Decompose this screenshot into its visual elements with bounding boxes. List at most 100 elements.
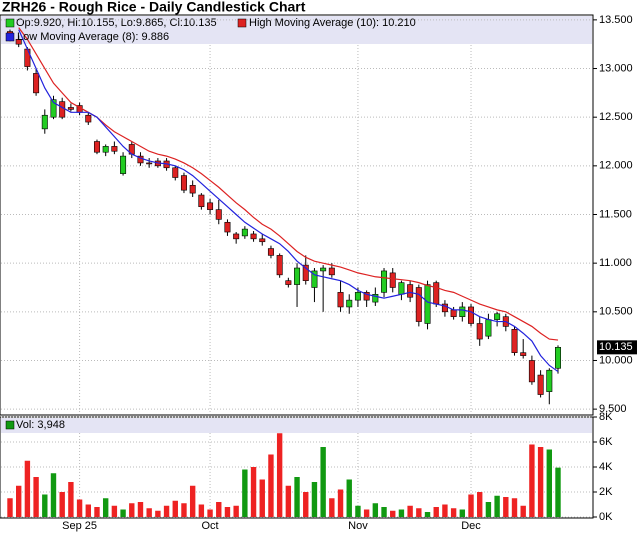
volume-bar (494, 495, 500, 517)
candle-body (372, 293, 379, 303)
volume-bar (216, 502, 222, 517)
volume-bar (529, 444, 535, 517)
y-tick-label: 10.500 (599, 306, 633, 318)
volume-bar (7, 498, 13, 517)
volume-bar (163, 505, 170, 517)
volume-bar (363, 509, 370, 517)
volume-bar (416, 508, 422, 517)
candle-body (320, 267, 327, 272)
volume-bar (294, 477, 300, 517)
y-tick-label: 11.500 (599, 208, 632, 220)
volume-bar (16, 485, 22, 517)
legend-label: Low Moving Average (8): 9.886 (17, 31, 169, 43)
y-tick-label: 13.500 (599, 14, 633, 26)
candle-body (354, 292, 361, 301)
candle-body (415, 287, 422, 322)
volume-label: Vol: 3,948 (16, 419, 65, 431)
y-tick-label: 12.000 (599, 160, 633, 172)
volume-bar (346, 479, 352, 517)
candle-body (468, 306, 475, 324)
volume-bar (537, 447, 544, 517)
volume-bar (146, 508, 152, 517)
chart-title: ZRH26 - Rough Rice - Daily Candlestick C… (2, 0, 306, 15)
volume-bar (477, 492, 483, 517)
candle-body (546, 369, 553, 392)
x-tick-label: Oct (202, 520, 219, 532)
legend-swatch (5, 32, 15, 42)
volume-bar (398, 509, 405, 517)
y-tick-label: 6K (599, 436, 613, 448)
candle-body (172, 167, 179, 178)
volume-bar (276, 433, 283, 517)
candle-body (180, 175, 187, 191)
candle-body (328, 267, 335, 276)
legend-swatch (237, 18, 247, 28)
y-tick-label: 12.500 (599, 111, 633, 123)
candle-body (302, 264, 309, 281)
candle-body (494, 313, 501, 320)
volume-bar (468, 494, 474, 517)
candle-body (233, 233, 240, 240)
candle-body (93, 141, 100, 153)
candle-body (424, 284, 431, 324)
volume-bar (250, 467, 257, 517)
candle-body (41, 114, 48, 130)
volume-bar (85, 504, 91, 517)
volume-bar (242, 469, 248, 517)
candle-body (267, 248, 274, 256)
moving-average-line (18, 29, 559, 373)
volume-bar (224, 507, 231, 517)
volume-bar (233, 505, 239, 517)
x-tick-label: Nov (348, 520, 368, 532)
volume-bar (320, 447, 326, 517)
candle-body (459, 306, 466, 317)
volume-bar (303, 492, 309, 517)
volume-bar (459, 509, 466, 517)
y-tick-label: 0K (599, 511, 613, 523)
y-tick-label: 10.000 (599, 354, 633, 366)
candle-body (555, 347, 561, 369)
volume-bar (268, 454, 274, 517)
candle-body (102, 146, 109, 153)
volume-bar (94, 507, 100, 517)
volume-bar (381, 507, 387, 517)
volume-bar (424, 512, 431, 517)
y-tick-label: 13.000 (599, 62, 633, 74)
volume-bar (285, 485, 292, 517)
candle-body (441, 303, 448, 313)
volume-bar (520, 505, 526, 517)
candle-body (337, 292, 344, 308)
candle-body (85, 114, 92, 123)
candle-body (285, 280, 292, 285)
candle-body (389, 272, 396, 288)
volume-bar (42, 494, 48, 517)
y-tick-label: 9.500 (599, 403, 627, 415)
legend-band (1, 418, 592, 433)
price-panel (0, 14, 594, 416)
volume-bar (485, 502, 492, 517)
candle-body (537, 374, 544, 395)
candle-body (520, 352, 527, 356)
volume-bar (555, 467, 561, 517)
volume-bar (76, 499, 83, 517)
y-tick-label: 4K (599, 461, 613, 473)
candle-body (276, 255, 283, 276)
volume-bar (189, 485, 196, 517)
candle-body (24, 48, 31, 67)
volume-bar (311, 482, 318, 517)
candle-body (146, 162, 153, 165)
y-tick-label: 11.000 (599, 257, 632, 269)
candle-body (511, 329, 518, 353)
candle-body (346, 299, 353, 308)
volume-bar (24, 460, 31, 517)
candle-body (67, 107, 74, 110)
volume-bar (198, 504, 205, 517)
volume-bar (68, 482, 74, 517)
moving-average-line (18, 27, 559, 341)
legend-swatch (5, 18, 15, 28)
candle-body (207, 202, 214, 210)
volume-bar (172, 500, 178, 517)
y-tick-label: 2K (599, 486, 613, 498)
volume-bar (129, 503, 135, 517)
